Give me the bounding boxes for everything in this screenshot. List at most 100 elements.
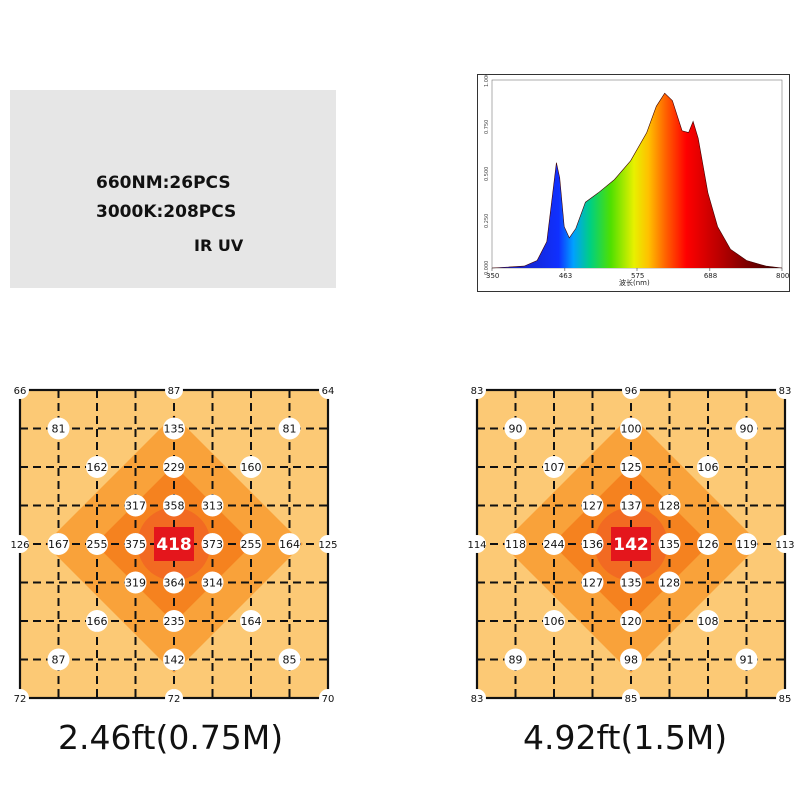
spectrum-y-tick-0.500: 0.500 [484, 167, 490, 181]
ppfd-point-bg [468, 689, 486, 707]
ppfd-value: 90 [740, 423, 754, 436]
ppfd-point-bg [468, 381, 486, 399]
ppfd-value: 119 [736, 538, 757, 551]
ppfd-point-bg [776, 689, 794, 707]
spec-ir-uv: IR UV [194, 236, 244, 255]
ppfd-point-bg [319, 381, 337, 399]
ppfd-point-bg [658, 571, 681, 594]
ppfd-point-bg [240, 610, 262, 632]
ppfd-point-bg [319, 689, 337, 707]
ppfd-value: 135 [659, 538, 680, 551]
ppfd-value: 87 [168, 386, 181, 397]
ppfd-point-bg [581, 533, 604, 555]
ppfd-value: 108 [698, 615, 719, 628]
ppfd-point-bg [622, 689, 640, 707]
ppfd-point-bg [124, 533, 147, 555]
ppfd-point-bg [278, 648, 301, 671]
ppfd-point-bg [165, 689, 183, 707]
ppfd-point-bg [11, 535, 29, 553]
ppfd-point-bg [776, 535, 794, 553]
ppfd-point-bg [697, 610, 719, 632]
ppfd-value: 83 [471, 386, 484, 397]
ppfd-value: 96 [625, 386, 638, 397]
ppfd-point-bg [620, 417, 642, 440]
ppfd-value: 70 [322, 694, 335, 705]
ppfd-value: 106 [544, 615, 565, 628]
ppfd-value: 127 [582, 500, 603, 513]
ppfd-point-bg [163, 571, 185, 594]
ppfd-value: 255 [87, 538, 108, 551]
ppfd-point-bg [543, 533, 565, 555]
ppfd-value: 66 [14, 386, 27, 397]
ppfd-point-bg [658, 494, 681, 517]
ppfd-value: 164 [241, 615, 262, 628]
ppfd-point-bg [735, 648, 758, 671]
ppfd-point-bg [504, 417, 527, 440]
ppfd-value: 118 [505, 538, 526, 551]
ppfd-point-bg [124, 494, 147, 517]
ppfd-value: 107 [544, 461, 565, 474]
ppfd-value: 255 [241, 538, 262, 551]
ppfd-point-bg [319, 535, 337, 553]
ppfd-point-bg [201, 533, 224, 555]
ppfd-value: 137 [621, 500, 642, 513]
ppfd-point-bg [697, 456, 719, 478]
ppfd-value: 164 [279, 538, 300, 551]
ppfd-point-bg [697, 533, 719, 555]
ppfd-point-bg [620, 456, 642, 478]
caption-0.75m: 2.46ft(0.75M) [58, 718, 284, 757]
ppfd-value: 85 [779, 694, 792, 705]
ppfd-value: 229 [164, 461, 185, 474]
ppfd-point-bg [201, 571, 224, 594]
spectrum-x-tick-463: 463 [559, 272, 572, 280]
ppfd-value: 314 [202, 577, 223, 590]
ppfd-value: 162 [87, 461, 108, 474]
ppfd-value: 128 [659, 500, 680, 513]
ppfd-point-bg [620, 648, 642, 671]
ppfd-point-bg [620, 571, 642, 594]
ppfd-value: 235 [164, 615, 185, 628]
ppfd-value: 85 [283, 654, 297, 667]
spec-3000k: 3000K:208PCS [96, 202, 237, 222]
ppfd-point-bg [658, 533, 681, 555]
ppfd-value: 85 [625, 694, 638, 705]
ppfd-point-bg [86, 456, 108, 478]
ppfd-point-bg [163, 456, 185, 478]
ppfd-value: 358 [164, 500, 185, 513]
spectrum-curve [491, 92, 783, 269]
ppfd-value: 128 [659, 577, 680, 590]
ppfd-point-bg [47, 648, 70, 671]
ppfd-value: 364 [164, 577, 185, 590]
caption-1.5m: 4.92ft(1.5M) [523, 718, 728, 757]
ppfd-point-bg [163, 494, 185, 517]
spectrum-y-tick-0.000: 0.000 [484, 261, 490, 275]
ppfd-value: 126 [10, 540, 29, 551]
ppfd-center-box [611, 527, 651, 561]
ppfd-point-bg [504, 648, 527, 671]
ppfd-value: 127 [582, 577, 603, 590]
ppfd-point-bg [124, 571, 147, 594]
ppfd-point-bg [468, 535, 486, 553]
ppfd-value: 125 [318, 540, 337, 551]
ppfd-point-bg [240, 456, 262, 478]
ppfd-point-bg [47, 533, 70, 555]
ppfd-value: 81 [283, 423, 297, 436]
ppfd-value: 90 [509, 423, 523, 436]
spectrum-y-tick-0.250: 0.250 [484, 214, 490, 228]
spectrum-x-tick-688: 688 [704, 272, 717, 280]
ppfd-value: 72 [168, 694, 181, 705]
ppfd-point-bg [86, 610, 108, 632]
ppfd-point-bg [504, 533, 527, 555]
ppfd-value: 160 [241, 461, 262, 474]
ppfd-value: 136 [582, 538, 603, 551]
ppfd-point-bg [201, 494, 224, 517]
ppfd-value: 98 [624, 654, 638, 667]
ppfd-value: 167 [48, 538, 69, 551]
led-spec-panel: 660NM:26PCS 3000K:208PCS IR UV [10, 90, 336, 288]
ppfd-point-bg [278, 417, 301, 440]
ppfd-point-bg [47, 417, 70, 440]
ppfd-value: 81 [52, 423, 66, 436]
spectrum-x-tick-800: 800 [776, 272, 789, 280]
ppfd-point-bg [278, 533, 301, 555]
ppfd-value: 135 [164, 423, 185, 436]
